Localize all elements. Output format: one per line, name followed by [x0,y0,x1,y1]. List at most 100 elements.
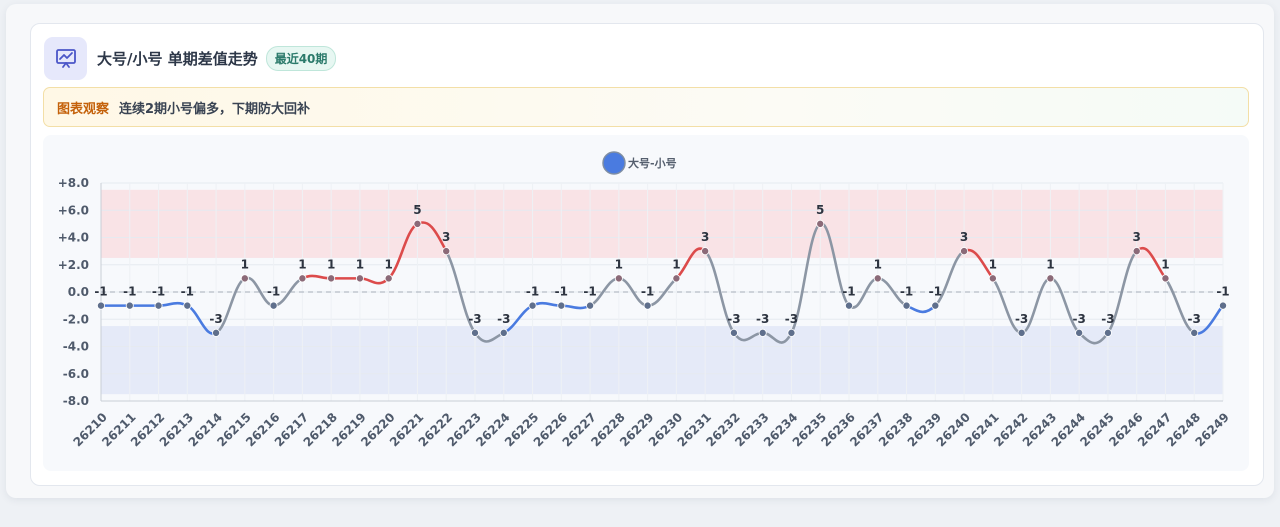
chart-legend[interactable]: 大号-小号 [602,151,677,175]
data-label: -1 [94,285,107,299]
data-point[interactable] [1219,301,1228,310]
data-point[interactable] [1190,328,1199,337]
low-band [101,326,1223,395]
legend-label: 大号-小号 [628,156,677,170]
y-tick-label: 0.0 [68,285,89,299]
data-label: -3 [756,312,769,326]
data-point[interactable] [384,274,393,283]
data-label: 5 [816,203,824,217]
data-point[interactable] [614,274,623,283]
data-point[interactable] [327,274,336,283]
data-label: 3 [1133,230,1141,244]
data-point[interactable] [816,219,825,228]
data-point[interactable] [183,301,192,310]
series-line-segment [703,249,736,335]
data-point[interactable] [931,301,940,310]
data-label: -3 [727,312,740,326]
legend-swatch [602,151,626,175]
data-label: 1 [327,257,335,271]
observation-label: 图表观察 [57,101,110,117]
data-point[interactable] [1075,328,1084,337]
observation-text: 连续2期小号偏多，下期防大回补 [119,101,311,117]
series-line-segment [358,277,390,285]
card-header: 大号/小号 单期差值走势 最近40期 [44,36,337,80]
y-tick-label: +2.0 [58,258,89,272]
series-line-segment [790,222,822,335]
data-point[interactable] [1103,328,1112,337]
data-label: -3 [1188,312,1201,326]
data-label: 1 [356,257,364,271]
data-point[interactable] [758,328,767,337]
y-tick-label: +4.0 [58,231,89,245]
data-point[interactable] [586,301,595,310]
data-point[interactable] [125,301,134,310]
difference-line-chart: +8.0+6.0+4.0+2.00.0-2.0-4.0-6.0-8.0 2621… [58,151,1232,449]
series-line-segment [560,304,592,310]
data-point[interactable] [729,328,738,337]
data-point[interactable] [97,301,106,310]
card-title: 大号/小号 单期差值走势 [97,49,258,68]
data-label: -1 [1216,285,1229,299]
data-point[interactable] [873,274,882,283]
data-point[interactable] [499,328,508,337]
data-label: 1 [298,257,306,271]
data-label: -3 [468,312,481,326]
data-label: -1 [929,285,942,299]
data-label: -1 [641,285,654,299]
data-label: 1 [1161,257,1169,271]
data-label: 3 [960,230,968,244]
data-point[interactable] [787,328,796,337]
period-badge: 最近40期 [265,45,337,71]
series-line-segment [301,274,333,280]
data-point[interactable] [960,247,969,256]
y-tick-label: -6.0 [63,367,89,381]
data-label: -3 [1015,312,1028,326]
data-point[interactable] [701,247,710,256]
data-label: -3 [209,312,222,326]
data-label: 1 [615,257,623,271]
data-label: -1 [842,285,855,299]
data-point[interactable] [1161,274,1170,283]
data-point[interactable] [413,219,422,228]
data-point[interactable] [298,274,307,283]
data-point[interactable] [470,328,479,337]
data-label: 1 [672,257,680,271]
data-label: -3 [497,312,510,326]
data-label: -1 [900,285,913,299]
y-tick-label: +8.0 [58,176,89,190]
data-label: -3 [1072,312,1085,326]
data-point[interactable] [240,274,249,283]
data-point[interactable] [442,247,451,256]
data-label: -1 [267,285,280,299]
series-line-segment [1106,249,1138,335]
observation-banner: 图表观察 连续2期小号偏多，下期防大回补 [43,87,1249,127]
y-tick-label: -4.0 [63,340,89,354]
data-label: -1 [526,285,539,299]
high-band [101,189,1223,258]
data-point[interactable] [988,274,997,283]
data-point[interactable] [1132,247,1141,256]
data-label: 3 [442,230,450,244]
data-point[interactable] [355,274,364,283]
data-label: -3 [785,312,798,326]
data-point[interactable] [643,301,652,310]
data-label: 1 [1046,257,1054,271]
data-label: 1 [874,257,882,271]
data-point[interactable] [212,328,221,337]
data-point[interactable] [1017,328,1026,337]
data-point[interactable] [154,301,163,310]
data-point[interactable] [672,274,681,283]
data-label: 1 [989,257,997,271]
chart-presentation-icon [44,36,87,80]
data-point[interactable] [845,301,854,310]
data-label: 1 [385,257,393,271]
data-point[interactable] [528,301,537,310]
data-point[interactable] [557,301,566,310]
data-label: -3 [1101,312,1114,326]
series-line-segment [531,301,563,307]
page-panel: 大号/小号 单期差值走势 最近40期 图表观察 连续2期小号偏多，下期防大回补 … [6,4,1274,498]
data-point[interactable] [902,301,911,310]
data-point[interactable] [269,301,278,310]
data-point[interactable] [1046,274,1055,283]
data-label: 1 [241,257,249,271]
